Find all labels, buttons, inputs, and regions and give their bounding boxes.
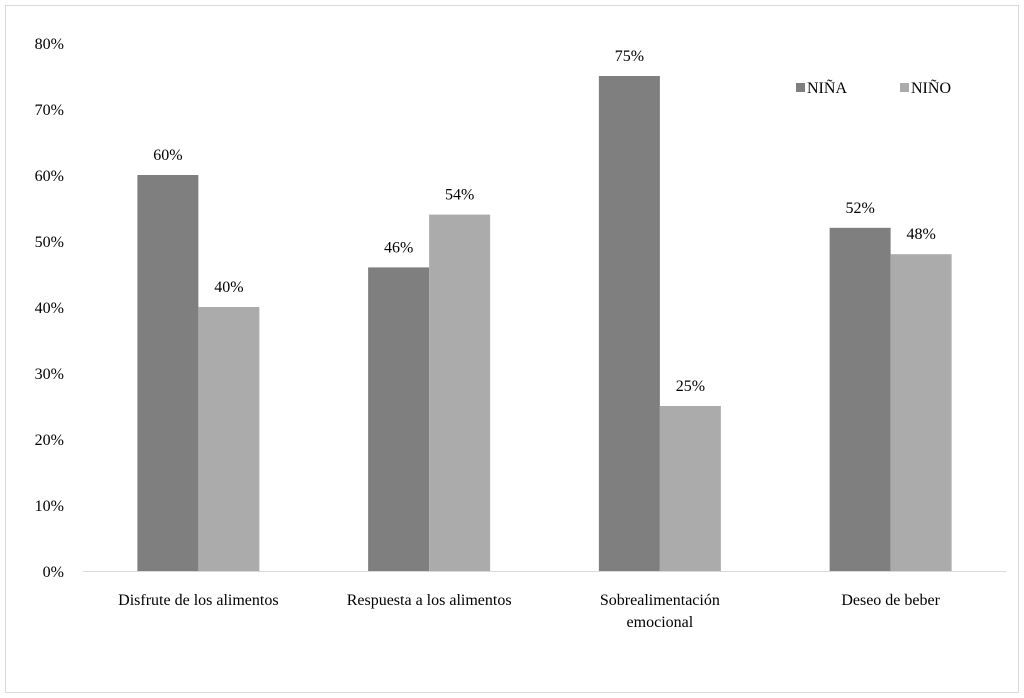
legend-label: NIÑO bbox=[911, 79, 951, 97]
legend-label: NIÑA bbox=[807, 79, 847, 97]
y-tick-label: 70% bbox=[35, 102, 64, 119]
y-tick-label: 0% bbox=[43, 564, 64, 581]
y-tick-label: 20% bbox=[35, 432, 64, 449]
y-tick-label: 10% bbox=[35, 498, 64, 515]
bar-nino bbox=[429, 214, 491, 571]
data-label: 40% bbox=[214, 279, 243, 296]
legend-swatch-nina bbox=[796, 83, 805, 92]
y-tick-label: 60% bbox=[35, 168, 64, 185]
bar-nina bbox=[598, 76, 660, 571]
bar-nina bbox=[137, 175, 199, 571]
data-label: 48% bbox=[906, 226, 935, 243]
x-category-label: Disfrute de los alimentos bbox=[118, 592, 278, 609]
data-label: 52% bbox=[845, 200, 874, 217]
y-tick-label: 80% bbox=[35, 36, 64, 53]
data-label: 54% bbox=[445, 187, 474, 204]
bar-nino bbox=[890, 254, 952, 571]
data-label: 75% bbox=[615, 48, 644, 65]
y-tick-label: 40% bbox=[35, 300, 64, 317]
y-tick-label: 30% bbox=[35, 366, 64, 383]
y-tick-label: 50% bbox=[35, 234, 64, 251]
bar-nina bbox=[829, 227, 891, 572]
x-category-label: Respuesta a los alimentos bbox=[347, 592, 512, 609]
legend-swatch-nino bbox=[900, 83, 909, 92]
x-category-label: Deseo de beber bbox=[841, 592, 940, 609]
data-label: 46% bbox=[384, 239, 413, 256]
bar-nina bbox=[368, 267, 430, 571]
x-category-label: Sobrealimentación bbox=[600, 592, 720, 609]
data-label: 60% bbox=[153, 147, 182, 164]
bar-nino bbox=[198, 307, 260, 571]
bar-nino bbox=[659, 406, 721, 571]
x-category-label: emocional bbox=[627, 614, 694, 631]
data-label: 25% bbox=[676, 378, 705, 395]
